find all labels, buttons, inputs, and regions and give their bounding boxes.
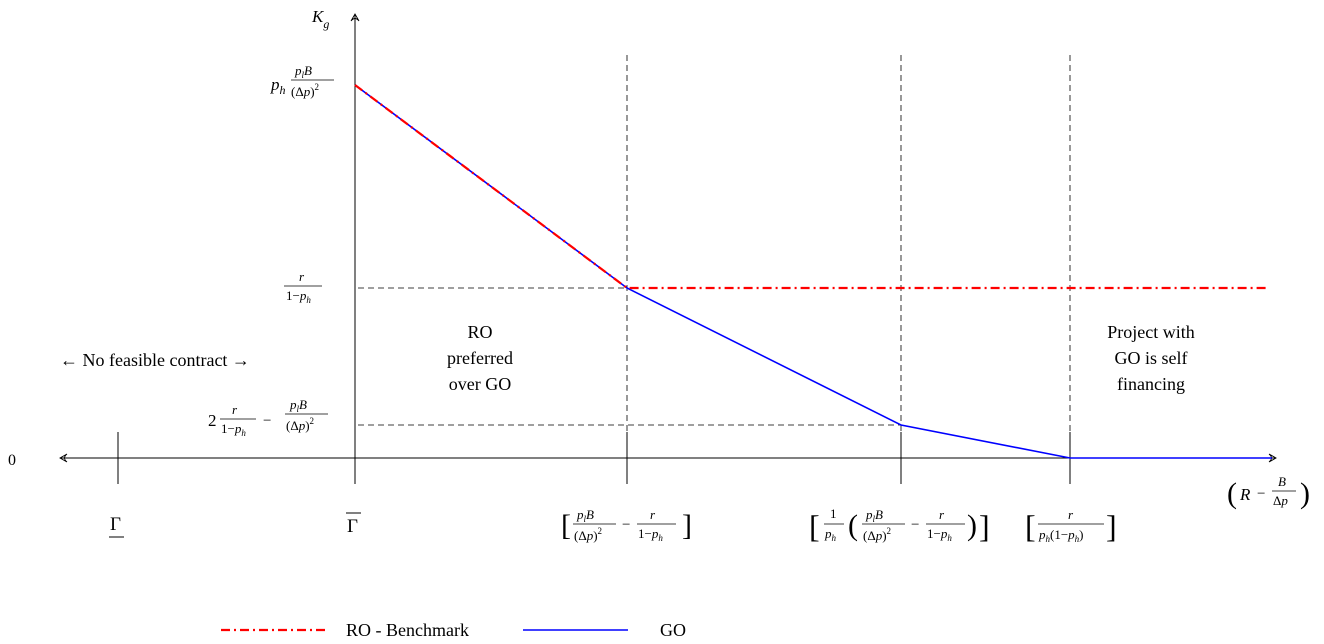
svg-text:preferred: preferred xyxy=(447,348,513,368)
svg-text:(: ( xyxy=(1227,477,1237,510)
svg-text:]: ] xyxy=(979,508,990,544)
x-axis-title: ( R − B Δp ) xyxy=(1227,474,1310,510)
svg-text:ph: ph xyxy=(270,75,286,97)
svg-text:1−ph: 1−ph xyxy=(927,526,952,543)
svg-text:ph: ph xyxy=(824,526,837,543)
svg-text:plB: plB xyxy=(576,507,594,524)
svg-text:1−ph: 1−ph xyxy=(286,288,311,305)
y-label-low: 2 r 1−ph − plB (Δp)2 xyxy=(208,397,328,438)
ro-preferred-annotation: RO preferred over GO xyxy=(447,322,513,394)
y-label-mid: r 1−ph xyxy=(284,269,322,305)
svg-text:plB: plB xyxy=(865,507,883,524)
x-label-x1: [ plB (Δp)2 − r 1−ph ] xyxy=(561,507,692,543)
x-label-x2: [ 1 ph ( plB (Δp)2 − r 1−ph ) ] xyxy=(809,506,990,544)
y-axis-label: Kg xyxy=(311,7,329,31)
svg-text:Δp: Δp xyxy=(1273,493,1288,508)
svg-text:over GO: over GO xyxy=(449,374,511,394)
svg-text:[: [ xyxy=(809,508,820,544)
x-label-gamma-upper: Γ xyxy=(346,512,361,537)
svg-text:r: r xyxy=(299,269,305,284)
legend: RO - Benchmark GO xyxy=(221,620,686,640)
svg-text:r: r xyxy=(939,507,945,522)
x-label-gamma-lower: Γ xyxy=(109,514,124,538)
go-series-line xyxy=(354,84,1272,459)
svg-text:RO: RO xyxy=(467,322,492,342)
svg-text:[: [ xyxy=(1025,508,1036,544)
svg-text:−: − xyxy=(911,517,919,533)
svg-text:plB: plB xyxy=(289,397,307,414)
svg-text:Γ: Γ xyxy=(110,514,121,535)
svg-text:R: R xyxy=(1239,485,1251,504)
svg-text:1−ph: 1−ph xyxy=(221,421,246,438)
svg-text:B: B xyxy=(1278,474,1286,489)
svg-text:1−ph: 1−ph xyxy=(638,526,663,543)
ro-benchmark-series-line xyxy=(354,84,1268,290)
svg-text:plB: plB xyxy=(294,63,312,80)
guide-lines xyxy=(358,55,1071,432)
svg-text:GO is self: GO is self xyxy=(1115,348,1188,368)
svg-text:−: − xyxy=(1257,486,1265,502)
legend-go-label: GO xyxy=(660,620,686,640)
svg-text:−: − xyxy=(622,517,630,533)
svg-text:financing: financing xyxy=(1117,374,1185,394)
svg-text:(Δp)2: (Δp)2 xyxy=(291,82,319,99)
self-financing-annotation: Project with GO is self financing xyxy=(1107,322,1195,394)
svg-text:r: r xyxy=(232,402,238,417)
svg-text:]: ] xyxy=(682,509,692,542)
origin-label: 0 xyxy=(8,452,16,469)
svg-text:ph(1−ph): ph(1−ph) xyxy=(1038,527,1084,544)
y-label-top: ph plB (Δp)2 xyxy=(270,63,334,99)
svg-text:1: 1 xyxy=(830,506,837,521)
svg-text:r: r xyxy=(650,507,656,522)
svg-text:): ) xyxy=(1300,477,1310,510)
svg-text:(Δp)2: (Δp)2 xyxy=(286,416,314,433)
x-label-x3: [ r ph(1−ph) ] xyxy=(1025,507,1117,544)
svg-text:Γ: Γ xyxy=(347,516,358,537)
svg-text:2: 2 xyxy=(208,411,217,430)
svg-text:(Δp)2: (Δp)2 xyxy=(863,526,891,543)
svg-text:]: ] xyxy=(1106,508,1117,544)
svg-text:[: [ xyxy=(561,509,571,542)
svg-text:(Δp)2: (Δp)2 xyxy=(574,526,602,543)
svg-text:(: ( xyxy=(848,509,858,542)
legend-ro-label: RO - Benchmark xyxy=(346,620,469,640)
svg-text:r: r xyxy=(1068,507,1074,522)
svg-text:): ) xyxy=(967,509,977,542)
svg-text:Project with: Project with xyxy=(1107,322,1195,342)
svg-text:−: − xyxy=(263,413,271,429)
no-feasible-annotation: ← No feasible contract → xyxy=(60,350,250,370)
